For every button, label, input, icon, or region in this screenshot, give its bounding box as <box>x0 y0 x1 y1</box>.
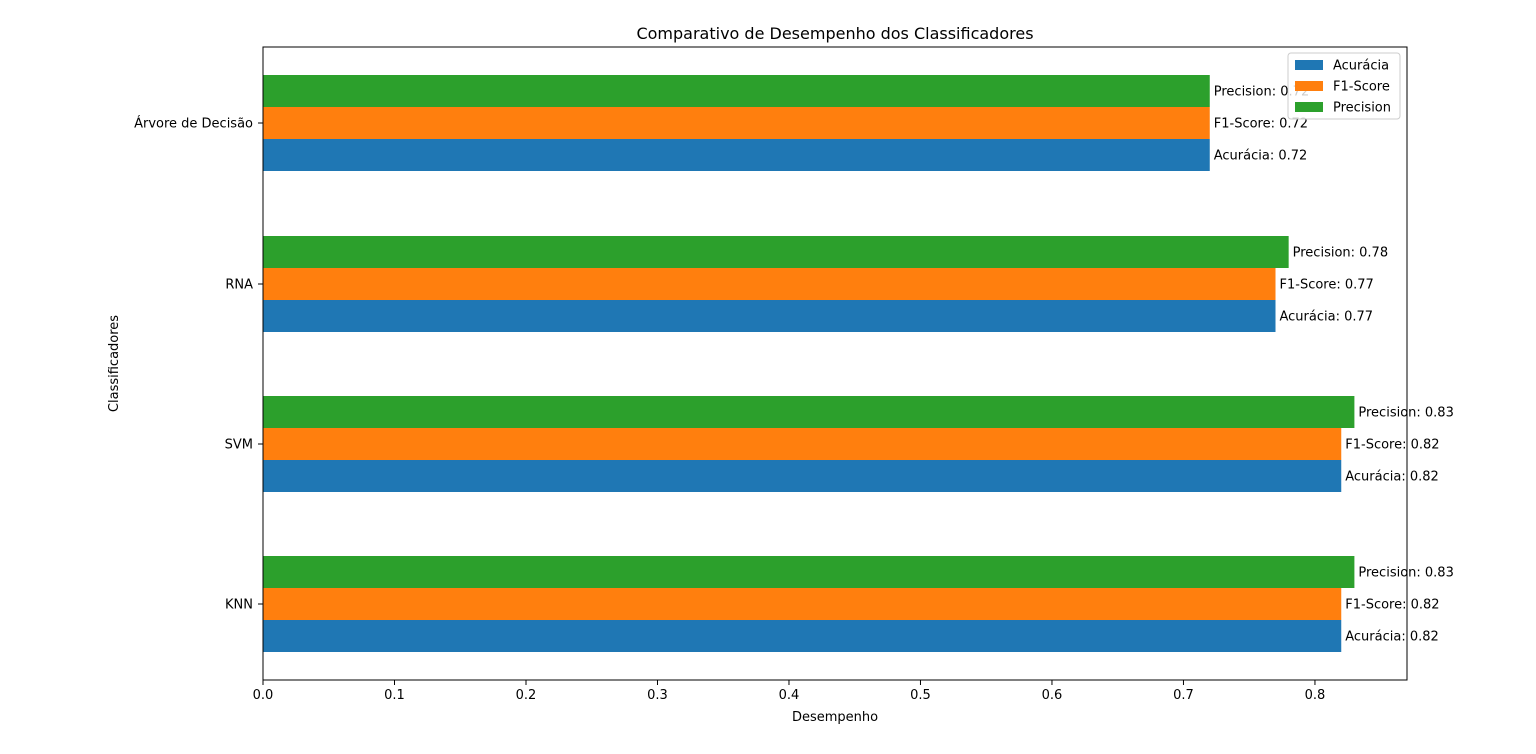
plot-frame <box>262 46 1408 681</box>
y-tick-label: RNA <box>225 278 253 293</box>
data-label: Precision: 0.72 <box>1214 85 1309 100</box>
legend-label: Acurácia <box>1333 59 1389 74</box>
y-tick-label: Árvore de Decisão <box>134 116 253 132</box>
y-axis-ticks: KNN SVM RNA Árvore de Decisão <box>134 116 263 613</box>
x-axis-label: Desempenho <box>792 710 878 725</box>
bar-acur-cia-rna <box>263 300 1276 332</box>
x-tick-label: 0.7 <box>1173 688 1194 703</box>
legend-swatch <box>1295 60 1323 70</box>
bar-f1-score-knn <box>263 588 1342 620</box>
data-label: Acurácia: 0.82 <box>1345 470 1439 485</box>
x-tick-label: 0.6 <box>1042 688 1063 703</box>
y-tick-label: KNN <box>225 598 253 613</box>
bar-precision-svm <box>263 396 1355 428</box>
x-tick-label: 0.0 <box>253 688 274 703</box>
bar-precision-rna <box>263 236 1289 268</box>
data-label: F1-Score: 0.72 <box>1214 117 1308 132</box>
bar-acur-cia-knn <box>263 620 1342 652</box>
bar-f1-score-rna <box>263 268 1276 300</box>
x-tick-label: 0.3 <box>647 688 668 703</box>
bars-layer <box>263 75 1355 652</box>
data-label: Acurácia: 0.77 <box>1280 310 1374 325</box>
data-label: Acurácia: 0.82 <box>1345 630 1439 645</box>
legend: Acurácia F1-Score Precision <box>1287 52 1401 120</box>
legend-label: Precision <box>1333 101 1391 116</box>
bar-precision-knn <box>263 556 1355 588</box>
data-label: F1-Score: 0.82 <box>1345 598 1439 613</box>
data-label: F1-Score: 0.77 <box>1280 278 1374 293</box>
x-axis-ticks: 0.0 0.1 0.2 0.3 0.4 0.5 0.6 0.7 0.8 <box>253 680 1326 703</box>
data-label: F1-Score: 0.82 <box>1345 438 1439 453</box>
x-tick-label: 0.8 <box>1305 688 1326 703</box>
bar-precision--rvore-de-decis-o <box>263 75 1210 107</box>
y-axis-label: Classificadores <box>107 315 122 412</box>
x-tick-label: 0.1 <box>384 688 405 703</box>
data-label: Precision: 0.78 <box>1293 246 1388 261</box>
bar-acur-cia--rvore-de-decis-o <box>263 139 1210 171</box>
y-tick-label: SVM <box>225 438 253 453</box>
bar-acur-cia-svm <box>263 460 1342 492</box>
data-label: Acurácia: 0.72 <box>1214 149 1308 164</box>
chart-title: Comparativo de Desempenho dos Classifica… <box>636 24 1033 43</box>
data-label: Precision: 0.83 <box>1358 566 1453 581</box>
data-labels-layer: Acurácia: 0.82 Acurácia: 0.82 Acurácia: 0.… <box>1214 85 1454 645</box>
bar-f1-score-svm <box>263 428 1342 460</box>
x-tick-label: 0.2 <box>516 688 537 703</box>
legend-label: F1-Score <box>1333 80 1390 95</box>
bar-f1-score--rvore-de-decis-o <box>263 107 1210 139</box>
legend-swatch <box>1295 102 1323 112</box>
legend-swatch <box>1295 81 1323 91</box>
data-label: Precision: 0.83 <box>1358 406 1453 421</box>
x-tick-label: 0.5 <box>910 688 931 703</box>
x-tick-label: 0.4 <box>779 688 800 703</box>
